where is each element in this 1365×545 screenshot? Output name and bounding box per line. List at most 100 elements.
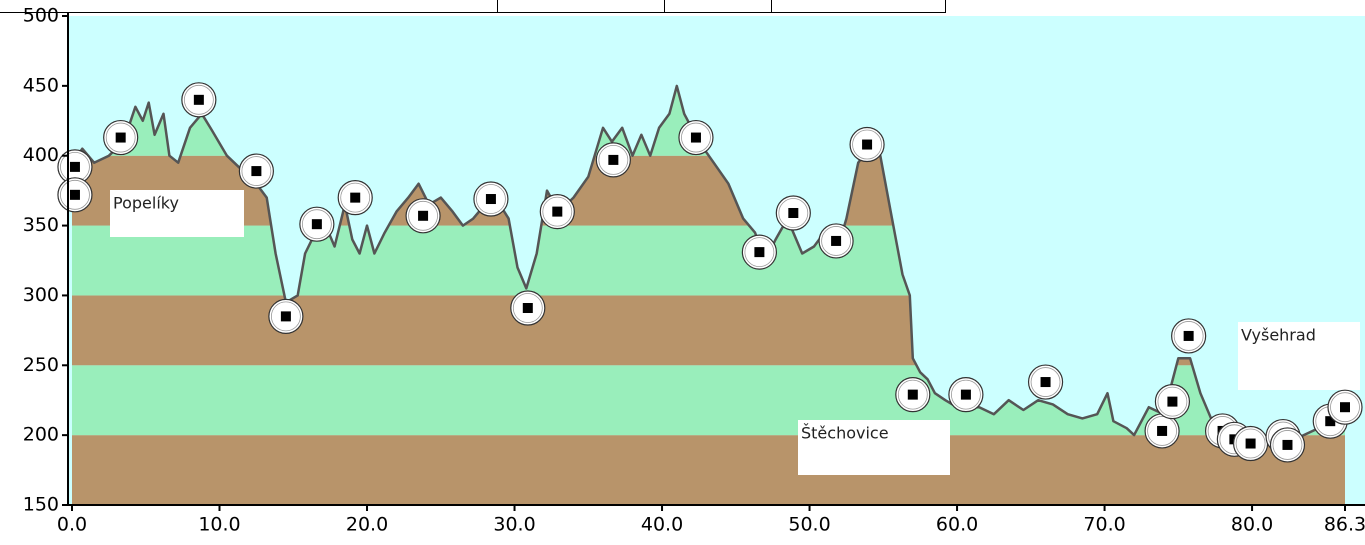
waypoint-icon bbox=[690, 132, 701, 143]
y-tick-label: 200 bbox=[23, 424, 59, 446]
waypoint bbox=[473, 181, 509, 217]
waypoint-ring bbox=[60, 179, 90, 210]
waypoint-icon bbox=[754, 247, 765, 258]
waypoint bbox=[1027, 364, 1064, 400]
waypoint-ring bbox=[1173, 321, 1204, 351]
y-tick-label: 450 bbox=[23, 74, 59, 96]
waypoint-icon bbox=[960, 389, 971, 400]
y-tick-label: 400 bbox=[23, 144, 59, 166]
waypoint-ring bbox=[183, 84, 214, 115]
x-tick-label: 40.0 bbox=[641, 514, 683, 536]
waypoint-ring bbox=[542, 196, 573, 227]
waypoint-ring bbox=[105, 122, 136, 153]
elevation-band bbox=[72, 435, 1345, 505]
waypoint-icon bbox=[350, 192, 361, 203]
x-tick-label: 70.0 bbox=[1083, 514, 1125, 536]
waypoint-icon bbox=[418, 210, 429, 221]
waypoint bbox=[1232, 425, 1269, 462]
place-label-box bbox=[110, 190, 244, 237]
waypoint-icon bbox=[115, 132, 126, 143]
waypoint-icon bbox=[1245, 438, 1256, 449]
x-tick-label: 0.0 bbox=[57, 514, 87, 536]
waypoint-ring bbox=[241, 156, 272, 186]
waypoint-icon bbox=[552, 206, 563, 217]
header-table bbox=[0, 0, 946, 13]
waypoint bbox=[775, 195, 811, 231]
x-tick-label: 10.0 bbox=[198, 514, 240, 536]
place-label-box bbox=[1238, 322, 1360, 390]
waypoint-icon bbox=[251, 166, 262, 177]
waypoint-icon bbox=[193, 94, 204, 105]
waypoint-ring bbox=[598, 145, 629, 175]
waypoint-ring bbox=[1030, 367, 1061, 397]
place-label-box bbox=[798, 420, 950, 475]
waypoint-icon bbox=[280, 311, 291, 322]
waypoint-icon bbox=[1282, 439, 1293, 450]
waypoint-ring bbox=[897, 379, 928, 410]
waypoint-icon bbox=[1040, 377, 1051, 388]
waypoint-ring bbox=[512, 293, 543, 323]
waypoint bbox=[895, 377, 931, 413]
waypoint bbox=[299, 206, 335, 242]
waypoint-icon bbox=[862, 139, 873, 150]
waypoint-icon bbox=[831, 235, 842, 246]
waypoint-ring bbox=[778, 198, 809, 228]
y-tick-label: 150 bbox=[23, 494, 59, 516]
waypoint-ring bbox=[744, 237, 775, 268]
waypoint bbox=[741, 234, 777, 270]
y-tick-label: 350 bbox=[23, 214, 59, 236]
y-tick-label: 300 bbox=[23, 284, 59, 306]
waypoint bbox=[268, 298, 304, 334]
waypoint-ring bbox=[476, 184, 506, 214]
waypoint-icon bbox=[522, 303, 533, 314]
waypoint-ring bbox=[1157, 386, 1188, 417]
x-tick-label: 30.0 bbox=[493, 514, 535, 536]
x-tick-label: 60.0 bbox=[936, 514, 978, 536]
waypoint bbox=[1171, 318, 1207, 354]
waypoint bbox=[337, 180, 373, 216]
waypoint-ring bbox=[1272, 430, 1303, 460]
waypoint bbox=[103, 119, 139, 156]
waypoint-icon bbox=[907, 389, 918, 400]
waypoint-icon bbox=[69, 161, 80, 172]
waypoint-icon bbox=[1340, 402, 1350, 413]
waypoint-icon bbox=[1157, 425, 1168, 436]
waypoint-icon bbox=[1167, 396, 1178, 407]
place-label: Popelíky bbox=[113, 194, 179, 213]
elevation-line bbox=[70, 84, 1346, 451]
waypoint-ring bbox=[1235, 428, 1266, 459]
waypoint bbox=[539, 194, 575, 230]
waypoint bbox=[1144, 413, 1180, 449]
waypoint bbox=[948, 377, 984, 413]
waypoint bbox=[510, 290, 546, 326]
waypoint-ring bbox=[852, 129, 882, 160]
place-label: Štěchovice bbox=[801, 424, 889, 443]
x-tick-label: 20.0 bbox=[346, 514, 388, 536]
waypoint bbox=[57, 177, 93, 213]
waypoint bbox=[678, 119, 714, 156]
waypoint-icon bbox=[485, 194, 496, 205]
waypoint-icon bbox=[1325, 416, 1336, 427]
waypoint-ring bbox=[408, 200, 438, 231]
waypoint bbox=[1269, 427, 1306, 463]
y-tick-label: 250 bbox=[23, 354, 59, 376]
waypoint bbox=[1154, 384, 1191, 420]
place-label: Vyšehrad bbox=[1241, 326, 1316, 345]
waypoint bbox=[405, 198, 441, 234]
waypoint-ring bbox=[681, 122, 711, 153]
waypoint-icon bbox=[788, 207, 799, 218]
waypoint-icon bbox=[608, 154, 619, 165]
waypoint-ring bbox=[270, 301, 301, 332]
y-tick-label: 500 bbox=[23, 5, 59, 27]
waypoint bbox=[818, 223, 854, 259]
waypoint bbox=[1327, 389, 1363, 425]
waypoint-icon bbox=[311, 219, 322, 230]
waypoint-icon bbox=[1183, 330, 1194, 341]
x-tick-label: 80.0 bbox=[1231, 514, 1273, 536]
waypoint-ring bbox=[1330, 392, 1360, 423]
waypoint-ring bbox=[821, 226, 851, 256]
waypoint-ring bbox=[301, 209, 332, 240]
x-tick-label: 50.0 bbox=[788, 514, 830, 536]
waypoint-ring bbox=[340, 182, 371, 213]
